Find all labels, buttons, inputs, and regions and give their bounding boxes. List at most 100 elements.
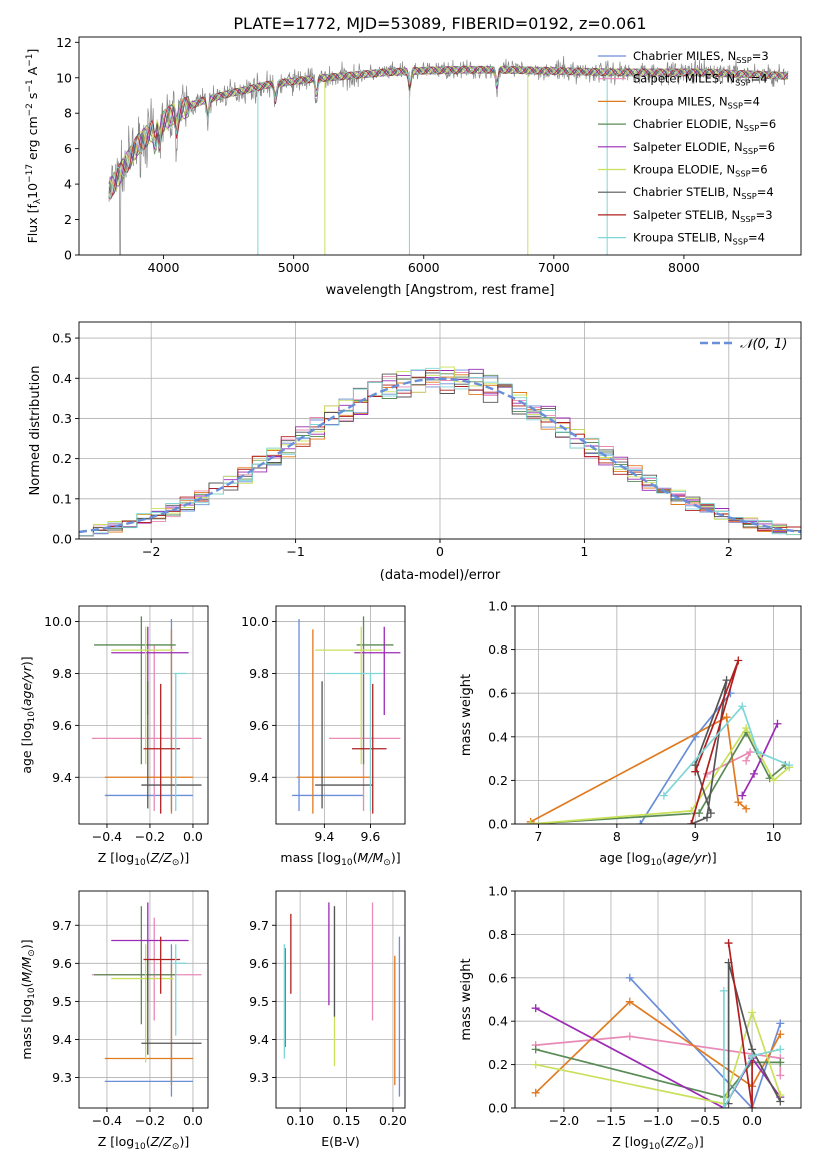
- age-vs-z-xtick-label-0: −0.4: [92, 829, 122, 844]
- spectrum-legend-label-6: Chabrier STELIB, NSSP=4: [633, 185, 774, 201]
- spectrum-model-line-8: [108, 65, 789, 202]
- weight-vs-z-marker-8-0: [719, 986, 728, 995]
- spectrum-legend-label-0: Chabrier MILES, NSSP=3: [633, 49, 769, 65]
- age-vs-mass-xlabel: mass [log10(M/M⊙)]: [280, 850, 400, 868]
- mass-vs-ebv-ytick-label-3: 9.6: [249, 956, 269, 971]
- weight-vs-z-marker-5-2: [748, 1008, 757, 1017]
- age-vs-mass-ytick-label-3: 10.0: [241, 614, 269, 629]
- mass-vs-ebv-xtick-label-0: 0.10: [286, 1113, 314, 1128]
- mass-vs-ebv-ytick-label-2: 9.5: [249, 994, 269, 1009]
- weight-vs-z-marker-2-1: [625, 997, 634, 1006]
- residuals-ytick-label-2: 0.2: [52, 451, 72, 466]
- weight-vs-z-frame-group: −2.0 −1.5 −1.0 −0.5 0.0 0.0 0.2 0.4 0.6 0.8 1.0 Z […: [459, 884, 802, 1152]
- weight-vs-z-xtick-label-3: −0.5: [690, 1113, 720, 1128]
- weight-vs-age-marker-4-2: [773, 719, 782, 728]
- mass-vs-ebv-xtick-label-2: 0.20: [379, 1113, 407, 1128]
- spectrum-ytick-label-4: 8: [64, 106, 72, 121]
- weight-vs-z-marker-1-3: [776, 1071, 785, 1080]
- spectrum-ytick-label-5: 10: [56, 70, 72, 85]
- mass-vs-ebv-ytick-label-1: 9.4: [249, 1032, 269, 1047]
- weight-vs-age-marker-8-2: [753, 748, 762, 757]
- spectrum-legend: Chabrier MILES, NSSP=3 Salpeter MILES, NS…: [598, 49, 776, 247]
- spectrum-frame-group: 4000 5000 6000 7000 8000 0 2 4 6 8 10 12 wavelength …: [25, 35, 802, 298]
- weight-vs-z-marker-2-3: [776, 1030, 785, 1039]
- spectrum-model-line-4: [108, 65, 789, 188]
- weight-vs-z-xtick-label-4: 0.0: [742, 1113, 762, 1128]
- weight-vs-z-ytick-label-1: 0.2: [488, 1057, 508, 1072]
- spectrum-legend-label-4: Salpeter ELODIE, NSSP=6: [633, 140, 775, 156]
- mass-vs-z-ytick-label-2: 9.5: [52, 994, 72, 1009]
- weight-vs-age-ytick-label-1: 0.2: [488, 773, 508, 788]
- weight-vs-age-xtick-label-1: 8: [613, 829, 621, 844]
- weight-vs-z-marker-8-3: [776, 1045, 785, 1054]
- age-vs-z-ytick-label-0: 9.4: [52, 770, 72, 785]
- weight-vs-age-marker-5-1: [687, 806, 696, 815]
- weight-vs-z-series-7: [727, 942, 753, 1108]
- weight-vs-z-ytick-label-5: 1.0: [488, 884, 508, 899]
- weight-vs-age-plot-area: [526, 656, 794, 824]
- weight-vs-z-ytick-label-4: 0.8: [488, 927, 508, 942]
- spectrum-xlabel: wavelength [Angstrom, rest frame]: [326, 283, 555, 298]
- mass-vs-z-xtick-label-0: −0.4: [92, 1113, 122, 1128]
- weight-vs-age-marker-8-3: [785, 761, 794, 770]
- spectrum-frame: [78, 36, 802, 256]
- weight-vs-age-ytick-label-3: 0.6: [488, 686, 508, 701]
- weight-vs-age-ylabel: mass weight: [459, 674, 474, 756]
- weight-vs-age-marker-2-3: [742, 804, 751, 813]
- weight-vs-z-xlabel: Z [log10(Z/Z⊙)]: [612, 1134, 703, 1152]
- spectrum-xtick-label-1: 5000: [278, 260, 310, 275]
- residuals-ytick-label-5: 0.5: [52, 331, 72, 346]
- spectrum-model-line-7: [108, 65, 789, 200]
- residuals-xlabel: (data-model)/error: [380, 568, 501, 583]
- mass-vs-z-ytick-label-3: 9.6: [52, 956, 72, 971]
- residuals-ytick-label-1: 0.1: [52, 491, 72, 506]
- weight-vs-z-plot-area: [531, 939, 785, 1108]
- weight-vs-z-series-6: [727, 962, 782, 1104]
- weight-vs-z-series-1: [535, 1035, 782, 1076]
- weight-vs-age-ytick-label-5: 1.0: [488, 599, 508, 614]
- weight-vs-age-frame-group: 7 8 9 10 0.0 0.2 0.4 0.6 0.8 1.0 age [log10(age/yr…: [459, 599, 802, 868]
- weight-vs-age-series-3: [530, 730, 786, 824]
- age-vs-mass-frame: [275, 605, 406, 825]
- weight-vs-z-marker-2-0: [531, 1088, 540, 1097]
- residuals-xtick-label-4: 2: [725, 544, 733, 559]
- weight-vs-age-marker-3-1: [695, 809, 704, 818]
- weight-vs-age-marker-6-2: [722, 676, 731, 685]
- mass-vs-ebv-ytick-label-4: 9.7: [249, 918, 269, 933]
- weight-vs-z-marker-7-1: [748, 1104, 757, 1108]
- spectrum-xtick-label-0: 4000: [148, 260, 180, 275]
- age-vs-mass-ytick-label-0: 9.4: [249, 770, 269, 785]
- mass-vs-ebv-axes: [276, 891, 405, 1108]
- residuals-ytick-label-4: 0.4: [52, 371, 72, 386]
- weight-vs-age-marker-4-1: [749, 769, 758, 778]
- weight-vs-age-marker-2-1: [722, 713, 731, 722]
- age-vs-z-xtick-label-2: 0.0: [183, 829, 203, 844]
- residuals-xtick-label-2: 0: [436, 544, 444, 559]
- weight-vs-z-xtick-label-2: −1.0: [643, 1113, 673, 1128]
- weight-vs-z-marker-0-2: [776, 1019, 785, 1028]
- residuals-xtick-label-1: −1: [286, 544, 304, 559]
- weight-vs-age-xtick-label-0: 7: [535, 829, 543, 844]
- weight-vs-z-series-8: [723, 990, 781, 1108]
- weight-vs-age-marker-5-3: [769, 776, 778, 785]
- spectrum-xtick-label-2: 6000: [408, 260, 440, 275]
- mass-vs-z-ylabel: mass [log10(M/M⊙)]: [19, 939, 37, 1059]
- spectrum-xtick-label-4: 8000: [668, 260, 700, 275]
- mass-vs-z-ytick-label-4: 9.7: [52, 918, 72, 933]
- spectrum-legend-label-3: Chabrier ELODIE, NSSP=6: [633, 117, 776, 133]
- residuals-ytick-label-3: 0.3: [52, 411, 72, 426]
- weight-vs-age-marker-0-0: [636, 820, 645, 824]
- weight-vs-age-frame: [514, 605, 802, 825]
- weight-vs-age-ytick-label-4: 0.8: [488, 642, 508, 657]
- mass-vs-ebv-ytick-label-0: 9.3: [249, 1070, 269, 1085]
- weight-vs-age-series-0: [639, 692, 732, 824]
- weight-vs-age-marker-7-0: [687, 820, 696, 824]
- residuals-xtick-label-3: 1: [580, 544, 588, 559]
- mass-vs-ebv-frame: [275, 890, 406, 1109]
- mass-vs-z-frame: [78, 890, 209, 1109]
- weight-vs-z-marker-3-3: [776, 1058, 785, 1067]
- weight-vs-age-marker-7-2: [691, 767, 700, 776]
- weight-vs-age-marker-5-0: [526, 820, 535, 824]
- age-vs-mass-xtick-label-1: 9.6: [361, 829, 381, 844]
- mass-vs-z-plot-area: [91, 902, 202, 1097]
